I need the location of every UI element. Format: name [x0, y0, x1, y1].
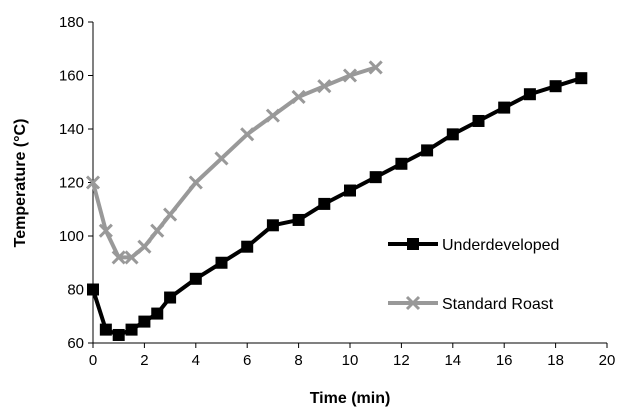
legend-marker — [407, 238, 419, 250]
y-tick-label: 80 — [67, 282, 84, 299]
legend-marker — [405, 295, 421, 311]
x-tick-label: 0 — [89, 352, 97, 369]
data-point-standard-roast — [150, 223, 165, 238]
x-marker-stroke — [291, 89, 306, 104]
legend: Underdeveloped Standard Roast — [388, 237, 559, 313]
data-point-underdeveloped — [189, 272, 202, 285]
data-point-standard-roast — [342, 68, 358, 83]
x-axis-title: Time (min) — [310, 390, 391, 407]
x-tick-label: 14 — [444, 352, 461, 369]
data-point-standard-roast — [240, 127, 255, 142]
legend-label: Standard Roast — [442, 296, 554, 313]
data-point-underdeveloped — [266, 219, 279, 232]
axes: 60 80 100 120 140 160 180 0 2 4 6 8 10 12 14 16 18 20 — [59, 14, 615, 369]
x-tick-label: 2 — [140, 352, 148, 369]
y-tick-label: 180 — [59, 14, 84, 31]
data-point-standard-roast — [188, 175, 203, 190]
x-tick-label: 18 — [547, 352, 564, 369]
series-underdeveloped — [87, 72, 588, 341]
data-point-standard-roast — [137, 239, 152, 254]
data-point-underdeveloped — [292, 213, 305, 226]
data-point-standard-roast — [291, 89, 306, 104]
x-marker-stroke — [240, 127, 255, 142]
legend-item-underdeveloped: Underdeveloped — [388, 237, 559, 254]
x-marker-stroke — [317, 79, 332, 94]
y-tick-label: 100 — [59, 228, 84, 245]
data-point-underdeveloped — [446, 128, 459, 141]
data-point-standard-roast — [85, 175, 101, 190]
x-tick-label: 16 — [496, 352, 513, 369]
data-point-underdeveloped — [369, 171, 382, 184]
data-point-standard-roast — [163, 207, 178, 222]
data-point-underdeveloped — [344, 184, 356, 197]
x-marker-stroke — [265, 108, 280, 123]
x-marker-stroke — [405, 295, 421, 311]
data-point-standard-roast — [317, 79, 332, 94]
data-point-underdeveloped — [99, 323, 112, 336]
x-tick-label: 8 — [294, 352, 302, 369]
x-marker-stroke — [342, 68, 358, 83]
data-point-standard-roast — [265, 108, 280, 123]
series-standard-roast — [85, 60, 383, 265]
data-point-underdeveloped — [151, 307, 164, 320]
data-point-standard-roast — [111, 250, 126, 265]
x-marker-stroke — [98, 223, 113, 238]
y-axis-title: Temperature (°C) — [12, 119, 29, 248]
series-line-standard-roast — [91, 65, 377, 260]
x-tick-label: 10 — [342, 352, 359, 369]
data-point-underdeveloped — [125, 323, 138, 336]
x-marker-stroke — [150, 223, 165, 238]
x-marker-stroke — [368, 60, 383, 75]
data-point-underdeveloped — [421, 144, 434, 157]
x-marker-stroke — [124, 250, 139, 265]
data-point-underdeveloped — [395, 157, 408, 170]
series-layer — [85, 60, 588, 341]
data-point-underdeveloped — [87, 283, 99, 296]
data-point-underdeveloped — [498, 101, 511, 114]
data-point-standard-roast — [214, 151, 229, 166]
y-tick-label: 60 — [67, 335, 84, 352]
data-point-standard-roast — [124, 250, 139, 265]
x-tick-label: 20 — [599, 352, 616, 369]
data-point-underdeveloped — [575, 72, 588, 85]
x-tick-label: 6 — [243, 352, 251, 369]
data-point-underdeveloped — [215, 256, 228, 269]
data-point-underdeveloped — [523, 88, 536, 101]
x-marker-stroke — [137, 239, 152, 254]
y-tick-label: 160 — [59, 68, 84, 85]
data-point-underdeveloped — [164, 291, 177, 304]
data-point-underdeveloped — [472, 114, 485, 127]
data-point-underdeveloped — [138, 315, 151, 328]
data-point-underdeveloped — [549, 80, 562, 93]
legend-label: Underdeveloped — [442, 237, 559, 254]
x-marker-stroke — [188, 175, 203, 190]
x-marker-stroke — [163, 207, 178, 222]
x-tick-label: 4 — [192, 352, 200, 369]
x-marker-stroke — [85, 175, 101, 190]
data-point-standard-roast — [368, 60, 383, 75]
data-point-underdeveloped — [318, 197, 331, 210]
x-marker-stroke — [111, 250, 126, 265]
legend-item-standard-roast: Standard Roast — [388, 295, 554, 313]
data-point-underdeveloped — [112, 328, 125, 341]
y-tick-label: 140 — [59, 121, 84, 138]
x-tick-label: 12 — [393, 352, 410, 369]
y-tick-label: 120 — [59, 175, 84, 192]
data-point-standard-roast — [98, 223, 113, 238]
data-point-underdeveloped — [241, 240, 254, 253]
x-marker-stroke — [214, 151, 229, 166]
